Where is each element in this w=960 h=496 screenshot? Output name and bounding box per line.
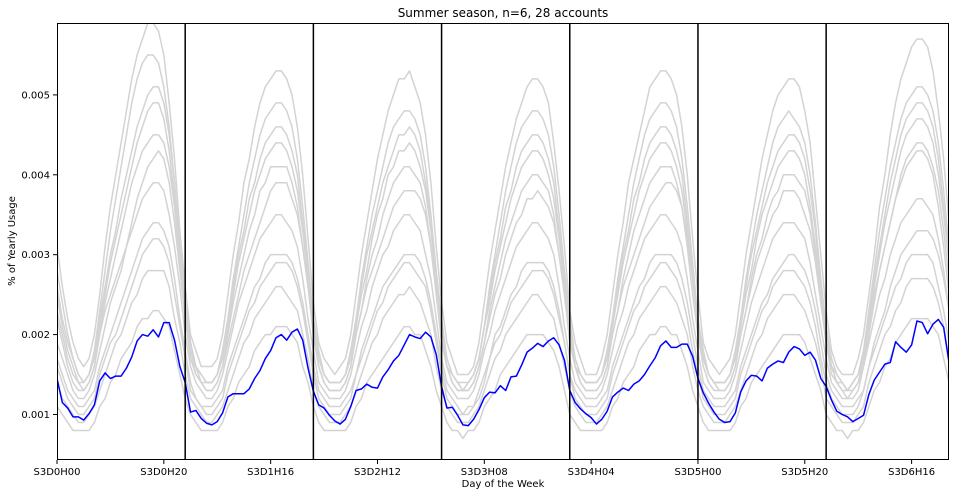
individual-account-line	[57, 237, 949, 416]
plot-frame	[57, 23, 949, 460]
individual-account-line	[57, 269, 949, 424]
y-tick-label: 0.003	[21, 250, 50, 261]
y-axis-title: % of Yearly Usage	[7, 196, 18, 286]
y-tick-label: 0.001	[21, 410, 50, 421]
individual-account-line	[57, 134, 949, 400]
x-tick-label: S3D3H08	[461, 467, 508, 478]
chart-title: Summer season, n=6, 28 accounts	[398, 6, 609, 20]
x-tick-label: S3D0H20	[140, 467, 187, 478]
y-tick-label: 0.004	[21, 170, 50, 181]
x-tick-label: S3D1H16	[247, 467, 294, 478]
y-axis: 0.001 0.002 0.003 0.004 0.005	[21, 90, 57, 421]
x-tick-label: S3D5H20	[781, 467, 828, 478]
x-tick-label: S3D0H00	[33, 467, 80, 478]
x-axis: S3D0H00 S3D0H20 S3D1H16 S3D2H12 S3D3H08 S3D4H…	[33, 460, 935, 478]
x-tick-label: S3D4H04	[568, 467, 615, 478]
individual-account-line	[57, 309, 949, 440]
x-axis-title: Day of the Week	[462, 479, 545, 490]
x-tick-label: S3D6H16	[888, 467, 935, 478]
individual-account-line	[57, 221, 949, 416]
mean-usage-line	[57, 318, 949, 427]
x-tick-label: S3D2H12	[354, 467, 401, 478]
individual-account-line	[57, 23, 949, 376]
y-tick-label: 0.002	[21, 330, 50, 341]
individual-account-line	[57, 86, 949, 392]
plot-area	[57, 23, 949, 460]
series-layer	[57, 23, 949, 440]
individual-account-line	[57, 182, 949, 400]
day-boundary-layer	[184, 23, 827, 460]
y-tick-label: 0.005	[21, 90, 50, 101]
x-tick-label: S3D5H00	[674, 467, 721, 478]
